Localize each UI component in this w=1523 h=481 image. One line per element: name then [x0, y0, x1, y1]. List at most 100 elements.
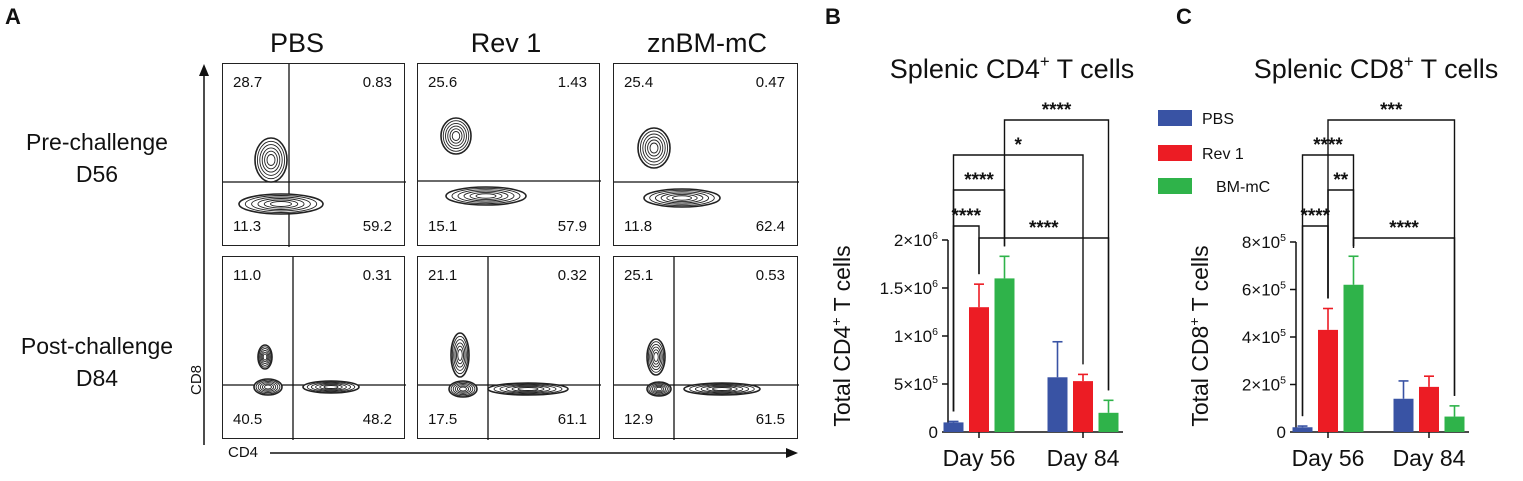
chart-cd4-y-tick-label: 0: [929, 423, 938, 442]
chart-cd8-y-tick-label: 8×105: [1242, 232, 1286, 252]
quadrant-value-ul: 25.1: [624, 267, 654, 284]
contour-ring: [642, 133, 666, 163]
quadrant-value-ur: 0.32: [557, 267, 587, 284]
contour-ring: [452, 382, 474, 396]
contour-ring: [700, 385, 744, 393]
contour-ring: [310, 382, 352, 392]
quadrant-value-ur: 0.47: [755, 74, 785, 91]
column-header-znbm-mc: znBM-mC: [647, 28, 767, 58]
chart-cd4-bar-pbs: [1047, 377, 1068, 432]
chart-cd4-significance-bracket: [978, 237, 1110, 391]
contour-ring: [257, 380, 279, 394]
contour-ring: [517, 387, 539, 391]
contour-ring: [647, 139, 661, 157]
contour-ring: [270, 201, 292, 207]
legend-swatch-bm-mc: [1158, 178, 1192, 194]
contour-ring: [256, 140, 286, 180]
contour-ring: [258, 346, 272, 368]
chart-cd4-y-tick-label: 1.5×106: [880, 278, 938, 298]
chart-cd4-bar-bm-mc: [1098, 412, 1119, 432]
chart-cd4-ylabel: Total CD4+ T cells: [829, 245, 855, 426]
contour-ring: [261, 147, 281, 173]
chart-cd8-significance-bracket: [1327, 189, 1355, 299]
contour-ring: [255, 379, 281, 395]
facs-axes: [199, 64, 798, 458]
chart-cd4-bar-bm-mc: [994, 278, 1015, 432]
contour-ring: [451, 187, 521, 205]
cd8-arrow-head: [199, 64, 209, 76]
chart-cd8-bar-rev-1: [1419, 386, 1439, 432]
chart-cd8-ylabel: Total CD8+ T cells: [1187, 245, 1213, 426]
contour-ring: [505, 385, 551, 393]
chart-cd8-y-tick-label: 6×105: [1242, 280, 1286, 300]
quadrant-value-ur: 0.53: [755, 267, 785, 284]
contour-ring: [666, 193, 698, 203]
facs-plot-pre-znbm-mc: 25.4 0.47 11.8 62.4: [613, 63, 799, 246]
chart-cd4-significance-label: ****: [1029, 218, 1059, 239]
cd4-arrow-head: [786, 448, 798, 458]
quadrant-value-ll: 12.9: [624, 411, 654, 428]
contour-ring: [445, 122, 467, 150]
contour-ring: [259, 144, 283, 176]
chart-cd4-significance-label: ****: [951, 206, 981, 227]
quadrant-value-ul: 25.4: [624, 74, 654, 91]
chart-cd8-significance-label: **: [1333, 170, 1348, 191]
quadrant-value-lr: 61.5: [755, 411, 785, 428]
contour-ring: [319, 384, 343, 390]
chart-cd4-significance-label: ****: [964, 170, 994, 191]
contour-ring: [706, 386, 738, 392]
legend-swatch-pbs: [1158, 110, 1192, 126]
chart-cd4-bar-rev-1: [1073, 381, 1093, 432]
contour-ring: [653, 352, 659, 362]
contour-ring: [650, 346, 662, 368]
contour-ring: [655, 386, 663, 392]
chart-cd8-bar-bm-mc: [1343, 284, 1364, 432]
quadrant-value-ll: 11.8: [624, 218, 653, 235]
contour-ring: [649, 343, 663, 371]
contour-ring: [450, 381, 476, 397]
contour-ring: [651, 384, 667, 394]
quadrant-value-ll: 40.5: [233, 411, 263, 428]
chart-cd8-x-tick-label: Day 84: [1393, 445, 1466, 471]
contour-ring: [266, 154, 276, 166]
contour-ring: [259, 382, 277, 392]
contour-ring: [315, 383, 347, 391]
row-label-pre-challenge: Pre-challenge D56: [26, 129, 168, 187]
legend-label: BM-mC: [1216, 179, 1270, 196]
contour-ring: [244, 195, 318, 213]
contour-ring: [672, 195, 692, 201]
quadrant-value-lr: 57.9: [557, 218, 587, 235]
contour-ring: [306, 381, 356, 393]
quadrant-value-ur: 1.43: [557, 74, 587, 91]
chart-cd4-significance-label: *: [1015, 135, 1023, 156]
chart-cd4-x-tick-label: Day 56: [943, 445, 1016, 471]
facs-plot-post-rev1: 21.1 0.32 17.5 61.1: [417, 256, 601, 440]
contour-ring: [451, 335, 469, 375]
chart-cd8-x-tick-label: Day 56: [1292, 445, 1365, 471]
contour-ring: [257, 198, 305, 210]
contour-ring: [457, 349, 463, 361]
cd4-axis-label: CD4: [228, 444, 259, 461]
contour-ring: [264, 150, 278, 170]
quadrant-value-ul: 28.7: [233, 74, 263, 91]
chart-cd4-significance-bracket: [1003, 119, 1110, 391]
panel-b-letter: B: [825, 4, 841, 29]
chart-cd8-bar-pbs: [1292, 427, 1313, 432]
chart-cd4-y-tick-label: 5×105: [894, 374, 938, 394]
chart-cd8-title: Splenic CD8+ T cells: [1254, 52, 1498, 84]
contour-ring: [449, 128, 463, 144]
chart-cd8-significance-label: ****: [1389, 218, 1419, 239]
facs-plot-pre-rev1: 25.6 1.43 15.1 57.9: [417, 63, 601, 246]
chart-cd8-bar-bm-mc: [1444, 416, 1465, 432]
contour-ring: [475, 193, 497, 199]
contour-ring: [511, 386, 545, 392]
legend-label: Rev 1: [1202, 146, 1244, 163]
contour-ring: [323, 385, 339, 389]
contour-ring: [260, 349, 270, 365]
contour-ring: [442, 120, 470, 152]
contour-ring: [689, 383, 755, 395]
legend-swatch-rev-1: [1158, 145, 1192, 161]
legend-label: PBS: [1202, 111, 1234, 128]
facs-plot-post-pbs: 11.0 0.31 40.5 48.2: [222, 256, 406, 440]
